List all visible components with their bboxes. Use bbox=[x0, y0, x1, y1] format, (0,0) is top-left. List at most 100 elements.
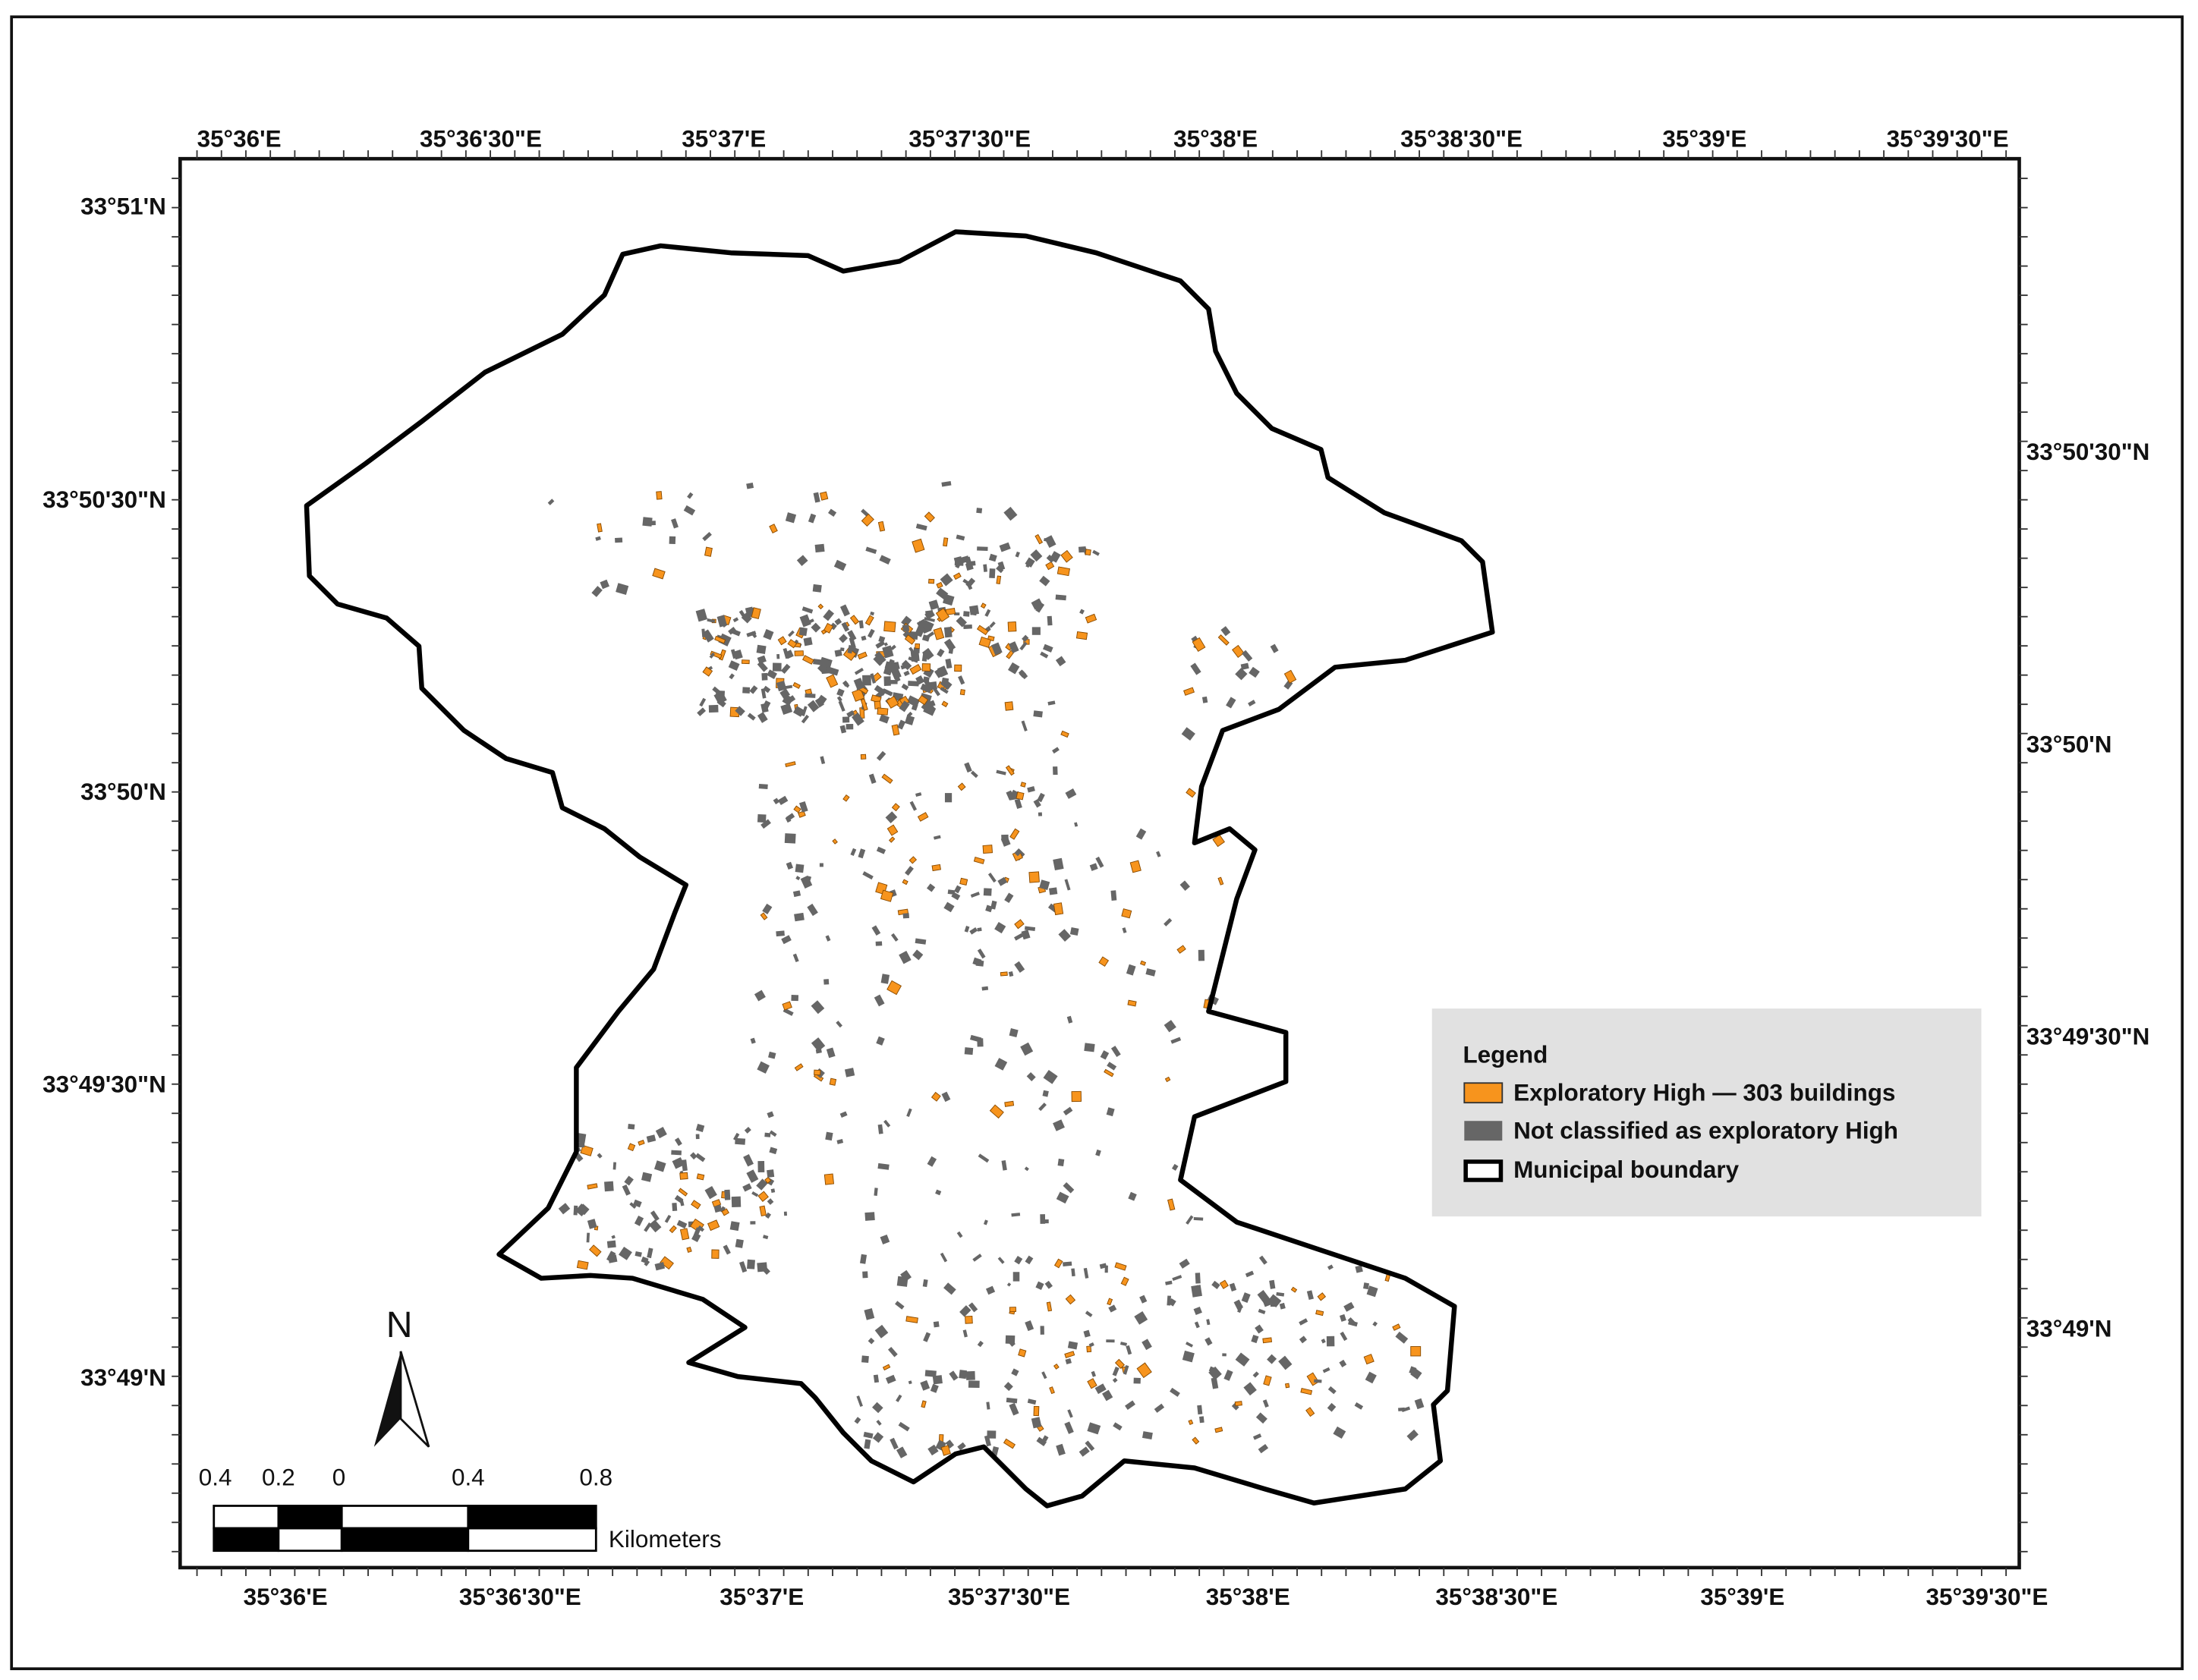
building bbox=[814, 697, 824, 708]
building bbox=[795, 876, 801, 881]
building bbox=[887, 1346, 898, 1358]
building bbox=[1014, 919, 1025, 930]
building bbox=[1354, 1402, 1364, 1410]
building bbox=[785, 512, 797, 524]
building bbox=[767, 1111, 774, 1118]
building bbox=[834, 649, 842, 657]
building bbox=[760, 912, 768, 920]
north-label: N bbox=[386, 1304, 413, 1345]
building bbox=[1181, 727, 1195, 741]
building bbox=[794, 912, 805, 922]
building bbox=[744, 1126, 751, 1134]
building bbox=[886, 980, 902, 996]
building bbox=[1095, 1149, 1101, 1156]
building bbox=[1018, 669, 1028, 680]
building bbox=[1340, 1331, 1348, 1342]
municipal-boundary bbox=[304, 229, 1495, 1509]
building bbox=[832, 838, 838, 845]
building bbox=[589, 1244, 602, 1257]
building bbox=[1008, 641, 1019, 653]
building bbox=[606, 1240, 616, 1248]
building bbox=[943, 626, 953, 638]
building bbox=[984, 1435, 991, 1447]
building bbox=[713, 1204, 723, 1213]
left-label: 33°50'30"N bbox=[43, 486, 166, 513]
building bbox=[1128, 1191, 1137, 1201]
building bbox=[1009, 1402, 1019, 1416]
building bbox=[1057, 1158, 1065, 1167]
building bbox=[1030, 549, 1043, 562]
building bbox=[782, 694, 794, 706]
building bbox=[1142, 1431, 1153, 1440]
building bbox=[1186, 788, 1196, 798]
building bbox=[1306, 1290, 1314, 1301]
building bbox=[836, 1021, 842, 1028]
building bbox=[808, 513, 817, 524]
building bbox=[604, 1181, 614, 1192]
building bbox=[1107, 1062, 1117, 1071]
building bbox=[646, 1134, 657, 1143]
building bbox=[785, 761, 796, 768]
building bbox=[981, 986, 989, 991]
building bbox=[846, 709, 855, 718]
top-label: 35°38'30"E bbox=[1400, 125, 1523, 152]
building bbox=[1027, 785, 1035, 793]
building bbox=[699, 697, 707, 707]
building bbox=[1043, 1219, 1049, 1224]
building bbox=[1267, 1294, 1282, 1307]
building bbox=[1233, 1299, 1243, 1310]
building bbox=[735, 1238, 744, 1248]
building bbox=[1007, 621, 1017, 632]
right-label: 33°49'30"N bbox=[2026, 1023, 2150, 1049]
building bbox=[1053, 1258, 1063, 1269]
building bbox=[781, 935, 792, 945]
building bbox=[934, 668, 945, 678]
building bbox=[742, 687, 751, 694]
building bbox=[1025, 1255, 1034, 1265]
building bbox=[826, 1047, 836, 1059]
building bbox=[940, 687, 949, 694]
building bbox=[1414, 1398, 1425, 1410]
building bbox=[862, 675, 871, 686]
building bbox=[757, 655, 767, 664]
scale-label: 0.2 bbox=[262, 1464, 295, 1491]
building bbox=[1339, 1359, 1347, 1367]
building bbox=[874, 994, 885, 1007]
building bbox=[867, 628, 875, 638]
building bbox=[1001, 834, 1009, 842]
building bbox=[1004, 1100, 1015, 1107]
building bbox=[861, 513, 874, 527]
building bbox=[777, 636, 787, 646]
building bbox=[1004, 892, 1014, 903]
building bbox=[1047, 615, 1053, 626]
building bbox=[642, 517, 653, 527]
building bbox=[1113, 1422, 1123, 1431]
building bbox=[709, 652, 716, 659]
building bbox=[746, 482, 754, 489]
building bbox=[1136, 1362, 1152, 1379]
building bbox=[1003, 1438, 1016, 1449]
building bbox=[1133, 1377, 1141, 1384]
building bbox=[987, 1430, 997, 1439]
building bbox=[896, 1446, 908, 1458]
building bbox=[1156, 851, 1161, 857]
building bbox=[729, 1221, 740, 1232]
building bbox=[857, 651, 868, 660]
building bbox=[1046, 1301, 1053, 1312]
bottom-label: 35°38'E bbox=[1206, 1584, 1290, 1610]
building bbox=[983, 888, 992, 896]
building bbox=[1049, 1386, 1055, 1395]
building bbox=[1122, 927, 1127, 933]
building bbox=[959, 877, 968, 886]
building bbox=[702, 629, 714, 643]
building bbox=[997, 876, 1008, 886]
building bbox=[1064, 1421, 1074, 1434]
building bbox=[750, 1221, 756, 1225]
building bbox=[924, 511, 935, 523]
building bbox=[915, 625, 925, 637]
building bbox=[805, 693, 816, 698]
building bbox=[834, 618, 842, 626]
building bbox=[1039, 879, 1050, 891]
building bbox=[1183, 687, 1195, 696]
left-label: 33°51'N bbox=[80, 193, 166, 219]
